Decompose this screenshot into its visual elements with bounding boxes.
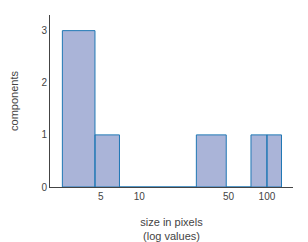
svg-text:2: 2	[41, 77, 47, 88]
svg-text:50: 50	[223, 191, 235, 202]
svg-text:100: 100	[259, 191, 276, 202]
svg-text:3: 3	[41, 25, 47, 36]
svg-text:10: 10	[134, 191, 146, 202]
svg-text:components: components	[8, 71, 20, 131]
svg-text:5: 5	[98, 191, 104, 202]
svg-text:1: 1	[41, 129, 47, 140]
svg-text:size in pixels(log values): size in pixels(log values)	[140, 216, 203, 242]
svg-text:0: 0	[41, 182, 47, 193]
